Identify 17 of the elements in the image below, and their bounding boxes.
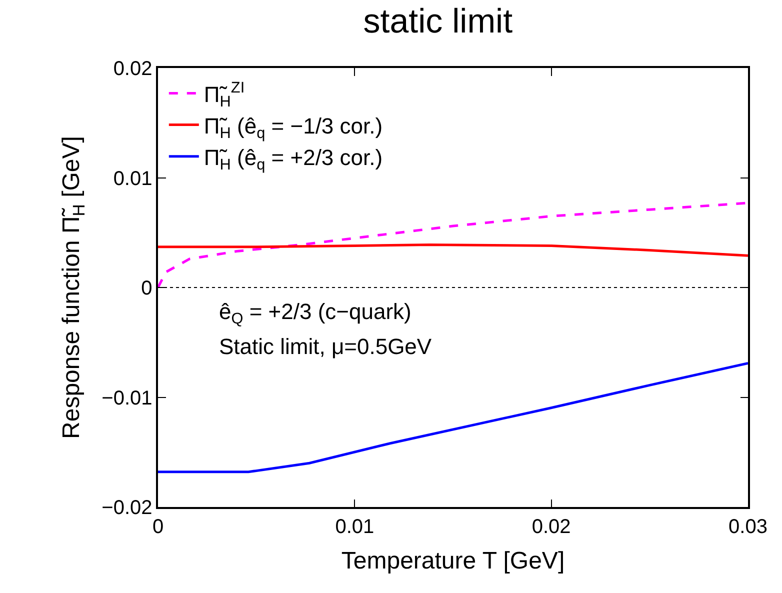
chart-title: static limit <box>363 2 514 41</box>
y-tick-label: 0.02 <box>113 58 152 80</box>
line-series <box>158 243 748 257</box>
y-tick-label: −0.02 <box>102 497 152 519</box>
legend-label: Π̃$_{H}$ (ê$_{q}$ = +2/3 cor.) <box>204 144 383 174</box>
annotation: Static limit, μ=0.5GeV <box>219 334 432 359</box>
x-axis-title: Temperature T [GeV] <box>341 548 565 575</box>
x-tick-label: 0.02 <box>532 516 571 538</box>
line-series <box>158 202 748 289</box>
y-tick-label: 0 <box>141 278 152 300</box>
legend-label: Π̃$_{H}$ (ê$_{q}$ = −1/3 cor.) <box>204 113 383 142</box>
y-tick-label: 0.01 <box>113 168 152 190</box>
line-series <box>158 362 748 474</box>
x-tick-label: 0.01 <box>335 516 374 538</box>
annotation: ê$_{Q}$ = +2/3 (c−quark) <box>219 299 412 328</box>
x-tick-label: 0.03 <box>728 516 768 538</box>
y-tick-label: −0.01 <box>102 387 152 410</box>
